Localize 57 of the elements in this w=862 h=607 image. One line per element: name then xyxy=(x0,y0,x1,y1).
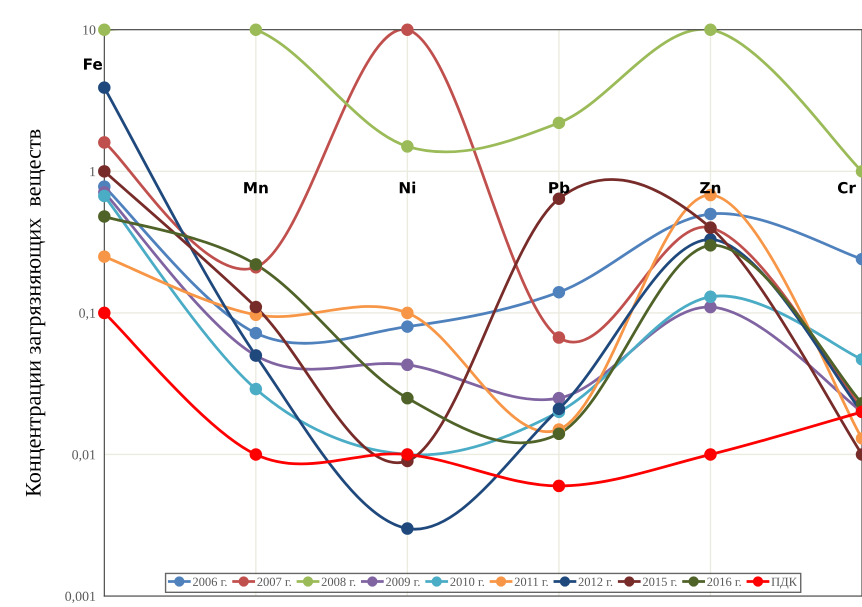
point xyxy=(704,448,717,461)
point xyxy=(98,136,111,149)
point xyxy=(98,250,111,263)
point xyxy=(552,392,566,404)
point xyxy=(401,358,414,372)
point xyxy=(552,402,566,416)
legend-label: 2008 г. xyxy=(322,578,356,586)
y-tick-label: 10 xyxy=(83,25,96,35)
x-tick-label: Fe xyxy=(84,58,102,70)
point xyxy=(401,23,414,36)
point xyxy=(250,300,262,314)
point xyxy=(98,23,111,36)
legend-label: 2012 г. xyxy=(578,578,612,586)
x-tick-label: Cr xyxy=(838,182,856,194)
x-tick-label: Pb xyxy=(549,182,570,194)
point xyxy=(552,286,566,298)
point xyxy=(401,522,414,535)
point xyxy=(704,239,717,252)
point xyxy=(250,326,262,340)
point xyxy=(250,382,262,396)
point xyxy=(552,480,566,492)
point xyxy=(98,165,111,178)
legend-label: 2006 г. xyxy=(192,578,227,586)
point xyxy=(98,210,111,223)
point xyxy=(552,331,566,344)
x-tick-label: Mn xyxy=(244,182,268,194)
y-tick-label: 0,1 xyxy=(79,308,96,320)
point xyxy=(98,306,111,320)
y-tick-label: 0,001 xyxy=(65,592,96,604)
y-tick-label: 0,01 xyxy=(72,450,96,462)
point xyxy=(401,392,414,404)
y-tick-label: 1 xyxy=(90,166,96,176)
point xyxy=(98,81,111,94)
point xyxy=(552,116,566,130)
x-tick-label: Zn xyxy=(700,182,720,194)
legend-label: 2015 г. xyxy=(642,578,677,586)
legend-label: 2011 г. xyxy=(514,578,548,586)
point xyxy=(704,290,717,304)
point xyxy=(401,140,414,153)
legend-label: ПДК xyxy=(771,578,798,589)
x-tick-label: Ni xyxy=(400,182,416,194)
point xyxy=(98,190,111,202)
point xyxy=(704,208,717,220)
legend-label: 2007 г. xyxy=(257,578,291,586)
point xyxy=(704,300,717,314)
point xyxy=(704,23,717,36)
point xyxy=(552,428,566,440)
point xyxy=(250,23,262,36)
point xyxy=(552,192,566,206)
legend-label: 2016 г. xyxy=(707,578,741,586)
y-axis-title: Концентрации загрязняющих веществ xyxy=(26,130,46,496)
point xyxy=(401,306,414,320)
point xyxy=(401,320,414,333)
point xyxy=(250,448,262,461)
legend-label: 2009 г. xyxy=(386,578,420,586)
point xyxy=(250,258,262,271)
legend-label: 2010 г. xyxy=(450,578,484,586)
